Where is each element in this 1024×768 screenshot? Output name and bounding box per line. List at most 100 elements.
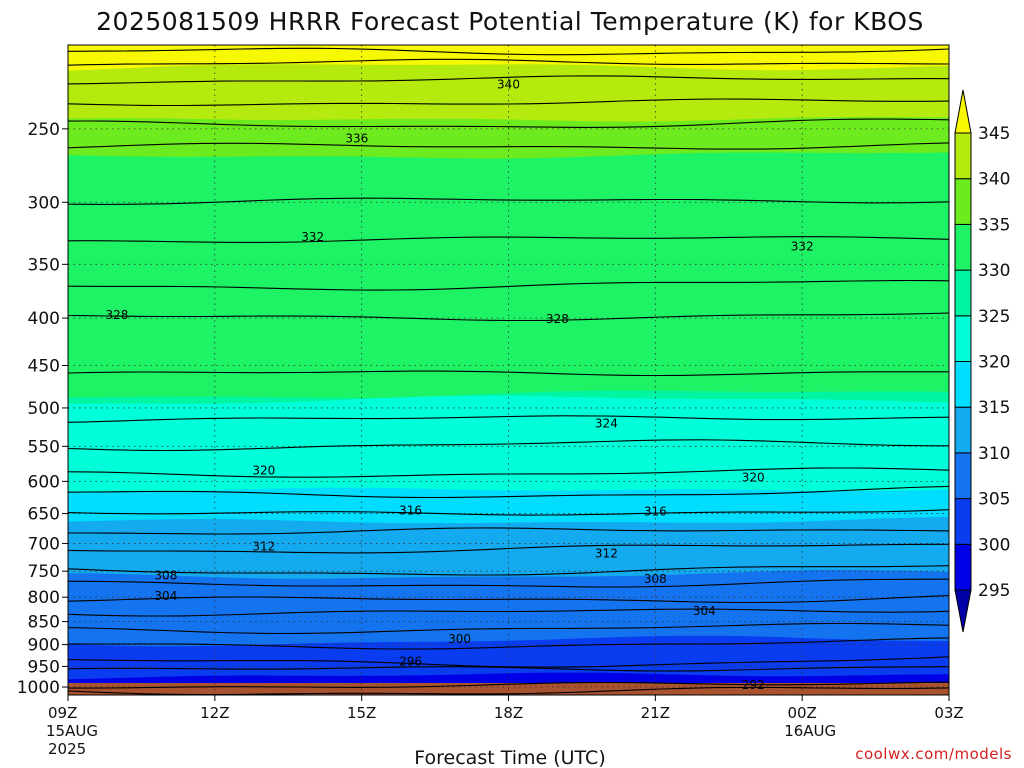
y-tick-label-600: 600 <box>28 472 60 492</box>
contour-344 <box>68 58 949 66</box>
contour-label-316: 316 <box>399 503 422 517</box>
plot-area: 340 336 332 332 328 328 324 320 320 316 316 312 312 3… <box>68 45 949 695</box>
colorbar-label-335: 335 <box>978 215 1010 235</box>
colorbar-label-325: 325 <box>978 307 1010 327</box>
colorbar-segment-315 <box>954 361 972 408</box>
contour-308 <box>68 578 949 588</box>
contour-324 <box>68 415 949 423</box>
y-tick-label-500: 500 <box>28 399 60 419</box>
x-tick-label-09Z: 09Z <box>48 704 77 722</box>
contour-label-300: 300 <box>448 632 471 646</box>
x-tick-label-21Z: 21Z <box>641 704 670 722</box>
chart-title: 2025081509 HRRR Forecast Potential Tempe… <box>96 7 924 36</box>
contour-322 <box>68 439 949 452</box>
contour-340 <box>68 98 949 107</box>
contour-326 <box>68 370 949 377</box>
contour-label-320: 320 <box>252 463 275 477</box>
contour-328 <box>68 312 949 322</box>
colorbar-segment-310 <box>954 406 972 454</box>
y-axis: 250 300 350 400 450 500 550 600 650 700 750 800 850 9… <box>17 120 68 698</box>
colorbar-label-295: 295 <box>978 581 1010 601</box>
contour-labels: 340 336 332 332 328 328 324 320 320 316 316 312 312 3… <box>105 78 814 692</box>
colorbar-label-345: 345 <box>978 124 1010 144</box>
colorbar-segment-340 <box>954 132 972 180</box>
x-axis-label: Forecast Time (UTC) <box>414 747 605 768</box>
contour-label-312: 312 <box>252 539 275 553</box>
contour-332 <box>68 236 949 243</box>
x-tick-label-18Z: 18Z <box>494 704 523 722</box>
y-tick-label-350: 350 <box>28 255 60 275</box>
colorbar-extend-high <box>954 89 972 134</box>
contour-label-308: 308 <box>154 568 177 582</box>
colorbar-segment-330 <box>954 223 972 271</box>
contour-304 <box>68 608 949 617</box>
contour-298 <box>68 656 949 668</box>
contour-316 <box>68 509 949 516</box>
contour-label-292: 292 <box>742 678 765 692</box>
contour-338 <box>68 118 949 128</box>
contour-306 <box>68 595 949 604</box>
temperature-fill-bands <box>68 45 949 695</box>
contour-label-304: 304 <box>154 589 177 603</box>
contour-318 <box>68 485 949 499</box>
contour-300 <box>68 637 949 650</box>
y-tick-label-650: 650 <box>28 505 60 525</box>
contour-334 <box>68 197 949 205</box>
contour-302 <box>68 622 949 635</box>
contour-314 <box>68 527 949 535</box>
colorbar-label-310: 310 <box>978 444 1010 464</box>
contour-310 <box>68 565 949 576</box>
x-tick-label-12Z: 12Z <box>200 704 229 722</box>
y-tick-label-800: 800 <box>28 588 60 608</box>
contour-294 <box>68 681 949 689</box>
contour-296 <box>68 666 949 672</box>
isentrope-contours <box>68 47 949 695</box>
contour-label-324: 324 <box>595 417 618 431</box>
contour-312 <box>68 543 949 554</box>
x-tick-label-15Z: 15Z <box>347 704 376 722</box>
colorbar-segment-335 <box>954 178 972 225</box>
y-tick-label-250: 250 <box>28 120 60 140</box>
contour-320 <box>68 467 949 478</box>
colorbar-segment-295 <box>954 543 972 591</box>
contour-330 <box>68 279 949 291</box>
y-tick-label-700: 700 <box>28 534 60 554</box>
colorbar-label-300: 300 <box>978 535 1010 555</box>
contour-342 <box>68 75 949 85</box>
y-tick-label-850: 850 <box>28 613 60 633</box>
contour-label-296: 296 <box>399 654 422 668</box>
colorbar-label-320: 320 <box>978 353 1010 373</box>
y-tick-label-450: 450 <box>28 357 60 377</box>
y-tick-label-300: 300 <box>28 193 60 213</box>
contour-label-312: 312 <box>595 547 618 561</box>
x-tick-label-03Z: 03Z <box>934 704 963 722</box>
contour-label-328: 328 <box>105 308 128 322</box>
colorbar-segment-305 <box>954 452 972 500</box>
contour-label-332: 332 <box>301 230 324 244</box>
colorbar-segment-320 <box>954 315 972 362</box>
x-tick-date: 15AUG <box>46 722 98 740</box>
contour-label-340: 340 <box>497 78 520 92</box>
y-tick-label-1000: 1000 <box>17 678 60 698</box>
colorbar-label-315: 315 <box>978 398 1010 418</box>
colorbar: 295 300 305 310 315 320 325 330 335 340 345 <box>954 89 1010 633</box>
colorbar-segment-300 <box>954 498 972 545</box>
contour-label-320: 320 <box>742 470 765 484</box>
y-tick-label-550: 550 <box>28 437 60 457</box>
colorbar-segment-325 <box>954 269 972 317</box>
contour-label-328: 328 <box>546 312 569 326</box>
contour-label-316: 316 <box>644 505 667 519</box>
y-tick-label-750: 750 <box>28 562 60 582</box>
grid-lines <box>68 45 949 695</box>
y-tick-label-950: 950 <box>28 657 60 677</box>
contour-336 <box>68 142 949 150</box>
y-tick-label-900: 900 <box>28 636 60 656</box>
contour-346 <box>68 47 949 56</box>
contour-label-308: 308 <box>644 572 667 586</box>
colorbar-extend-low <box>954 589 972 633</box>
colorbar-label-330: 330 <box>978 261 1010 281</box>
y-tick-label-400: 400 <box>28 309 60 329</box>
contour-label-332: 332 <box>791 240 814 254</box>
